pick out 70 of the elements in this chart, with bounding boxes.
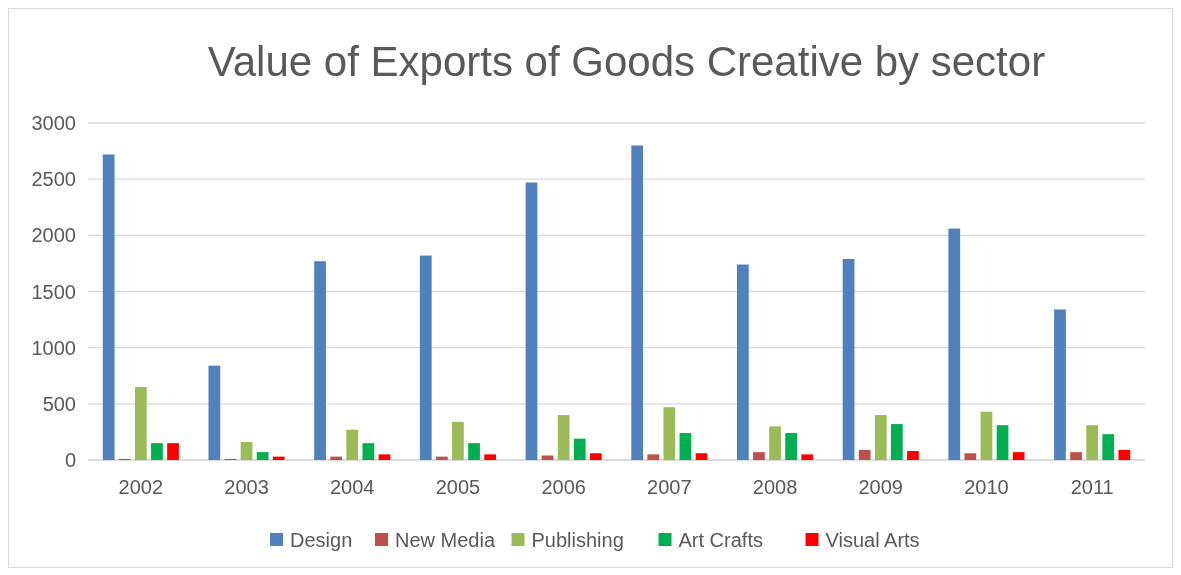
bar [1102, 434, 1115, 460]
bar [890, 424, 903, 460]
bar [208, 365, 221, 460]
bar [907, 451, 919, 460]
bar [484, 454, 496, 460]
x-tick-label: 2003 [224, 476, 269, 498]
bar [525, 182, 538, 460]
bar [679, 433, 692, 460]
y-tick-label: 0 [64, 449, 76, 471]
x-tick-label: 2011 [1070, 476, 1114, 498]
x-tick-label: 2007 [647, 476, 692, 498]
bar [1086, 425, 1099, 460]
bar [980, 411, 993, 460]
x-tick-label: 2005 [435, 476, 481, 498]
bar [858, 449, 871, 460]
x-tick-label: 2009 [858, 476, 903, 498]
bar [769, 426, 781, 460]
legend-label: Visual Arts [825, 529, 920, 551]
bar [589, 453, 602, 460]
bar [573, 438, 586, 460]
x-tick-label: 2004 [330, 476, 375, 498]
bar [737, 264, 749, 460]
bar [167, 443, 179, 460]
bar [272, 456, 285, 460]
bar [801, 454, 814, 460]
bar [1054, 309, 1066, 460]
bar [695, 453, 708, 460]
bar [1012, 452, 1025, 460]
legend-label: Design [290, 529, 353, 551]
bar [753, 452, 765, 460]
bar [996, 425, 1009, 460]
y-tick-label: 3000 [31, 112, 76, 134]
bar [663, 407, 676, 460]
legend-label: Art Crafts [678, 529, 763, 551]
bar [874, 415, 887, 460]
bar [330, 456, 343, 460]
bar [964, 453, 977, 460]
bar [151, 443, 163, 460]
bar [378, 454, 391, 460]
y-tick-label: 1500 [31, 280, 76, 303]
y-tick-label: 500 [42, 392, 76, 415]
x-tick-label: 2008 [752, 476, 798, 498]
x-tick-label: 2010 [964, 476, 1009, 498]
bar [842, 258, 855, 460]
bar [631, 145, 644, 460]
bar [314, 261, 326, 460]
bar [452, 421, 464, 460]
bar [102, 154, 115, 460]
bar [785, 433, 798, 460]
chart-title: Value of Exports of Goods Creative by sector [207, 38, 1046, 85]
bar [435, 456, 448, 460]
bar [468, 443, 480, 460]
bar [346, 429, 359, 460]
x-tick-label: 2002 [118, 476, 164, 498]
bar [647, 454, 660, 460]
bar [948, 228, 961, 460]
bar [362, 443, 375, 460]
bar [240, 442, 253, 460]
bar [1118, 449, 1131, 460]
bar [134, 386, 147, 460]
bar [1070, 452, 1082, 460]
legend-label: New Media [395, 529, 496, 551]
legend-label: Publishing [531, 529, 624, 551]
x-tick-label: 2006 [541, 476, 586, 498]
y-tick-label: 2500 [31, 168, 76, 191]
y-tick-label: 1000 [31, 336, 76, 359]
bar [557, 415, 570, 460]
y-tick-label: 2000 [31, 224, 76, 247]
bar [419, 255, 432, 460]
bar [256, 452, 269, 460]
